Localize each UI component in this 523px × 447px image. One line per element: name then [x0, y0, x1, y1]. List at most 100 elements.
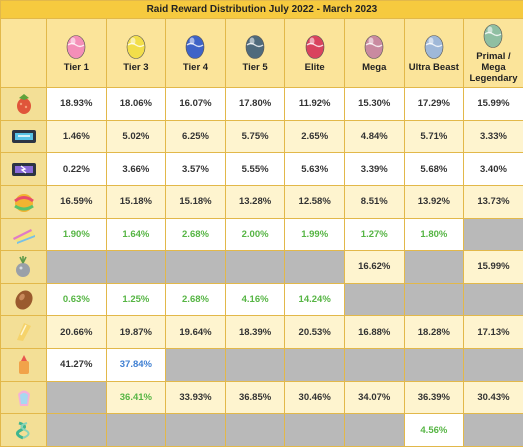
unavailable-cell: [463, 282, 523, 317]
percent-cell: 5.02%: [105, 119, 167, 154]
percent-cell: 0.63%: [46, 282, 107, 317]
percent-cell: 15.99%: [463, 250, 523, 284]
percent-cell: 1.25%: [105, 282, 167, 317]
unavailable-cell: [463, 348, 523, 382]
golden-razz-berry-icon: [13, 193, 34, 212]
percent-cell: 33.93%: [165, 380, 226, 415]
elite-egg-icon: [305, 35, 324, 59]
percent-cell: 4.56%: [403, 413, 465, 447]
unavailable-cell: [284, 250, 345, 284]
percent-cell: 15.30%: [343, 87, 405, 121]
percent-cell: 16.07%: [165, 87, 226, 121]
percent-cell: 1.27%: [343, 217, 405, 252]
tier-header-7: Ultra Beast: [403, 18, 465, 88]
unavailable-cell: [165, 250, 226, 284]
tier-label: Tier 3: [123, 62, 149, 73]
unavailable-cell: [46, 250, 107, 284]
unavailable-cell: [463, 217, 523, 252]
percent-cell: 16.59%: [46, 184, 107, 219]
percent-cell: 5.75%: [224, 119, 286, 154]
unavailable-cell: [403, 348, 465, 382]
item-icon-cell: [0, 250, 47, 284]
percent-cell: 1.80%: [403, 217, 465, 252]
unavailable-cell: [105, 413, 167, 447]
unavailable-cell: [343, 348, 405, 382]
percent-cell: 17.29%: [403, 87, 465, 121]
percent-cell: 6.25%: [165, 119, 226, 154]
unavailable-cell: [284, 413, 345, 447]
percent-cell: 1.46%: [46, 119, 107, 154]
percent-cell: 17.13%: [463, 315, 523, 349]
percent-cell: 20.66%: [46, 315, 107, 349]
candy-icon: [18, 354, 29, 374]
percent-cell: 20.53%: [284, 315, 345, 349]
tier-label: Ultra Beast: [408, 62, 459, 73]
tier-header-1: Tier 1: [46, 18, 107, 88]
charged-tm-icon: [11, 163, 36, 177]
tier-header-5: Elite: [284, 18, 345, 88]
percent-cell: 41.27%: [46, 348, 107, 382]
percent-cell: 18.28%: [403, 315, 465, 349]
percent-cell: 36.41%: [105, 380, 167, 415]
item-icon-cell: [0, 315, 47, 349]
table-row: 18.93% 18.06% 16.07% 17.80% 11.92% 15.30% 17.2…: [0, 87, 523, 121]
percent-cell: 3.57%: [165, 152, 226, 186]
percent-cell: 5.55%: [224, 152, 286, 186]
table-row: 1.90% 1.64% 2.68% 2.00% 1.99% 1.27% 1.80%: [0, 217, 523, 252]
percent-cell: 19.64%: [165, 315, 226, 349]
tier-label: Tier 4: [182, 62, 209, 73]
tier-label: Mega: [362, 62, 387, 73]
percent-cell: 16.62%: [343, 250, 405, 284]
table-row: 0.63% 1.25% 2.68% 4.16% 14.24%: [0, 282, 523, 317]
item-icon-cell: [0, 217, 47, 252]
mega-energy-icon: [17, 390, 30, 407]
tier-header-3: Tier 4: [165, 18, 226, 88]
percent-cell: 2.68%: [165, 217, 226, 252]
percent-cell: 11.92%: [284, 87, 345, 121]
header-corner-cell: [0, 18, 47, 88]
percent-cell: 15.99%: [463, 87, 523, 121]
primal-egg-icon: [484, 24, 503, 48]
percent-cell: 2.68%: [165, 282, 226, 317]
percent-cell: 0.22%: [46, 152, 107, 186]
table-row: 1.46% 5.02% 6.25% 5.75% 2.65% 4.84% 5.71% 3.33%: [0, 119, 523, 154]
unavailable-cell: [165, 413, 226, 447]
percent-cell: 3.66%: [105, 152, 167, 186]
fast-tm-icon: [11, 130, 36, 144]
unavailable-cell: [343, 282, 405, 317]
percent-cell: 18.93%: [46, 87, 107, 121]
percent-cell: 18.06%: [105, 87, 167, 121]
percent-cell: 5.68%: [403, 152, 465, 186]
unavailable-cell: [224, 413, 286, 447]
percent-cell: 2.00%: [224, 217, 286, 252]
percent-cell: 2.65%: [284, 119, 345, 154]
tier-label: Tier 1: [63, 62, 89, 73]
percent-cell: 34.07%: [343, 380, 405, 415]
percent-cell: 1.99%: [284, 217, 345, 252]
item-icon-cell: [0, 380, 47, 415]
percent-cell: 5.63%: [284, 152, 345, 186]
unavailable-cell: [46, 380, 107, 415]
rare-candy-icon: [12, 229, 35, 245]
mega-egg-icon: [364, 35, 384, 59]
tier-3-egg-icon: [126, 35, 146, 59]
table-row: 36.41% 33.93% 36.85% 30.46% 34.07% 36.39% 30.4…: [0, 380, 523, 415]
percent-cell: 37.84%: [105, 348, 167, 382]
unavailable-cell: [224, 348, 286, 382]
percent-cell: 1.64%: [105, 217, 167, 252]
percent-cell: 19.87%: [105, 315, 167, 349]
item-icon-cell: [0, 119, 47, 154]
percent-cell: 36.39%: [403, 380, 465, 415]
percent-cell: 15.18%: [105, 184, 167, 219]
unavailable-cell: [403, 282, 465, 317]
unavailable-cell: [165, 348, 226, 382]
beast-ball-icon: [15, 421, 29, 440]
percent-cell: 30.43%: [463, 380, 523, 415]
tier-5-egg-icon: [245, 35, 265, 59]
percent-cell: 30.46%: [284, 380, 345, 415]
table-title: Raid Reward Distribution July 2022 - Mar…: [0, 0, 523, 19]
item-icon-cell: [0, 282, 47, 317]
percent-cell: 15.18%: [165, 184, 226, 219]
percent-cell: 14.24%: [284, 282, 345, 317]
